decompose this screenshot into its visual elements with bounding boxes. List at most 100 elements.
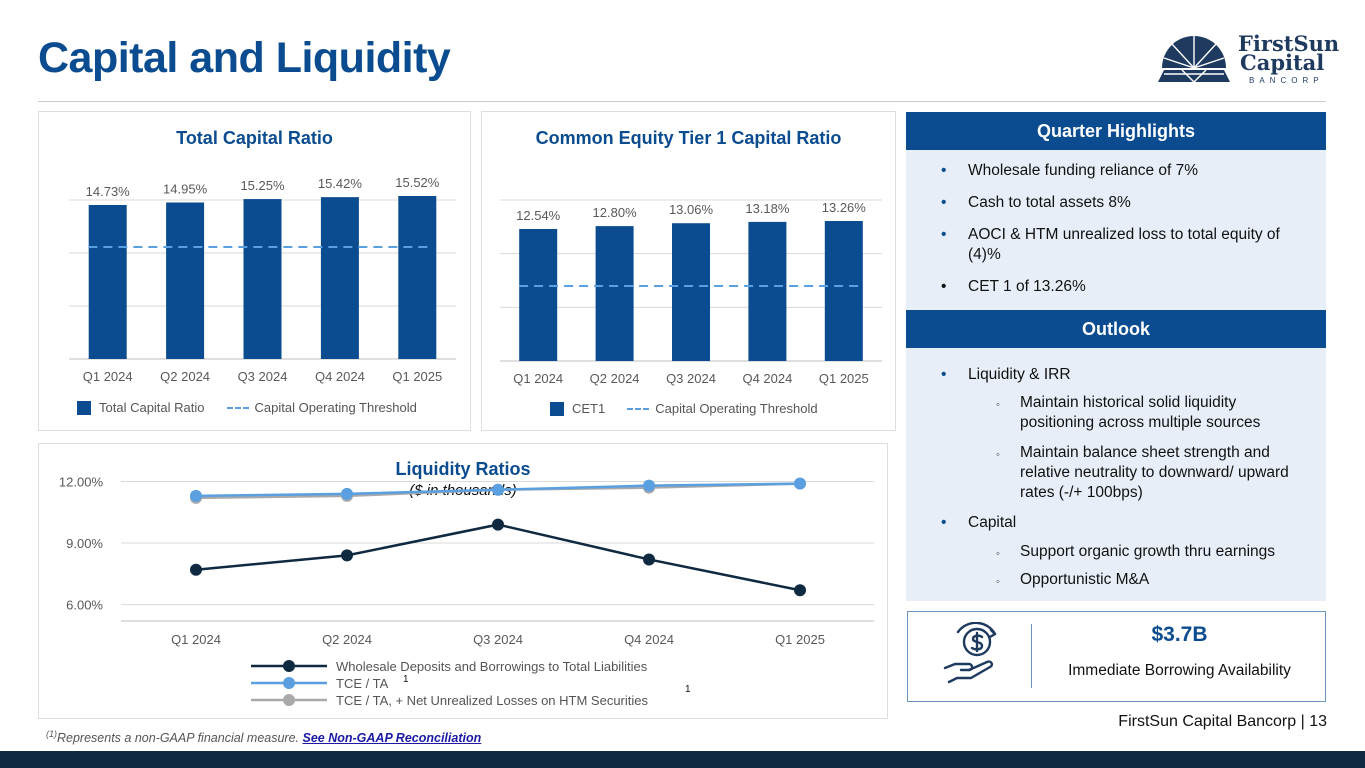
sub-bullet-icon: ◦ bbox=[996, 449, 1000, 461]
liquidity-panel: Liquidity Ratios ($ in thousands) 6.00% 9… bbox=[38, 443, 888, 719]
x-tick-label: Q2 2024 bbox=[160, 369, 210, 384]
x-tick-label: Q3 2024 bbox=[666, 371, 716, 386]
legend-swatch-threshold bbox=[627, 407, 650, 410]
x-tick-label: Q2 2024 bbox=[590, 371, 640, 386]
legend-marker bbox=[283, 660, 295, 672]
outlook-header: Outlook bbox=[906, 310, 1326, 348]
footnote-text: Represents a non-GAAP financial measure. bbox=[57, 731, 303, 746]
logo-text-line1: FirstSun bbox=[1238, 31, 1340, 56]
data-point bbox=[341, 549, 353, 562]
legend-label: Wholesale Deposits and Borrowings to Tot… bbox=[336, 659, 648, 674]
bullet-icon: • bbox=[941, 194, 947, 211]
x-tick-label: Q1 2025 bbox=[392, 369, 442, 384]
borrowing-divider bbox=[1031, 624, 1032, 688]
bar bbox=[824, 221, 863, 361]
data-label: 12.80% bbox=[593, 205, 638, 220]
legend-series-label: Total Capital Ratio bbox=[99, 400, 205, 415]
bar bbox=[320, 197, 359, 359]
sub-bullet-icon: ◦ bbox=[996, 548, 1000, 560]
total-capital-panel: Total Capital Ratio 14.73% Q1 2024 14.95% Q… bbox=[38, 111, 471, 431]
data-label: 15.42% bbox=[318, 176, 363, 191]
chart-title: Total Capital Ratio bbox=[176, 128, 333, 148]
y-tick-label: 6.00% bbox=[66, 598, 103, 613]
x-tick-label: Q1 2024 bbox=[171, 632, 221, 647]
bullet-icon: • bbox=[941, 162, 947, 179]
data-point bbox=[190, 563, 202, 576]
legend-marker bbox=[283, 694, 295, 706]
data-point bbox=[492, 483, 504, 496]
sunburst-logo-icon bbox=[1158, 36, 1230, 83]
sub-bullet-icon: ◦ bbox=[996, 399, 1000, 411]
bar bbox=[398, 196, 437, 359]
data-label: 14.73% bbox=[86, 184, 131, 199]
borrowing-value: $3.7B bbox=[1151, 623, 1208, 646]
bullet-icon: • bbox=[941, 514, 947, 531]
data-label: 13.18% bbox=[745, 201, 790, 216]
legend-swatch-bar bbox=[550, 401, 564, 416]
borrowing-label: Immediate Borrowing Availability bbox=[1068, 662, 1291, 679]
bar bbox=[243, 199, 282, 359]
title-divider bbox=[38, 101, 1326, 102]
logo-text-line2: Capital bbox=[1240, 50, 1325, 75]
bullet-icon: • bbox=[941, 226, 947, 243]
data-point bbox=[794, 584, 806, 597]
cet1-chart: 12.54% Q1 2024 12.80% Q2 2024 13.06% Q3 2024 1… bbox=[500, 199, 882, 386]
legend-swatch-bar bbox=[77, 400, 91, 415]
data-label: 15.25% bbox=[240, 178, 285, 193]
data-label: 12.54% bbox=[516, 208, 561, 223]
bar bbox=[595, 226, 634, 361]
non-gaap-link[interactable]: See Non-GAAP Reconciliation bbox=[302, 731, 482, 746]
y-tick-label: 12.00% bbox=[59, 475, 104, 490]
x-tick-label: Q4 2024 bbox=[315, 369, 365, 384]
series-line bbox=[195, 523, 801, 592]
logo-text-line3: BANCORP bbox=[1249, 76, 1324, 85]
footer-brand: FirstSun Capital Bancorp | 13 bbox=[1118, 713, 1327, 730]
data-point bbox=[492, 518, 504, 531]
bar bbox=[672, 223, 710, 361]
x-tick-label: Q3 2024 bbox=[238, 369, 288, 384]
legend-superscript: 1 bbox=[685, 684, 691, 695]
sub-bullet-icon: ◦ bbox=[996, 576, 1000, 588]
chart-title: Liquidity Ratios bbox=[395, 459, 531, 479]
data-point bbox=[643, 553, 655, 566]
x-tick-label: Q1 2025 bbox=[775, 632, 825, 647]
page-title: Capital and Liquidity bbox=[38, 34, 451, 82]
chart-legend: Total Capital Ratio Capital Operating Th… bbox=[77, 400, 417, 415]
x-tick-label: Q3 2024 bbox=[473, 632, 523, 647]
firstsun-logo: FirstSun Capital BANCORP bbox=[1152, 30, 1339, 92]
bar bbox=[519, 229, 558, 361]
data-point bbox=[341, 487, 353, 500]
legend-series-label: CET1 bbox=[572, 401, 606, 416]
liquidity-chart: 6.00% 9.00% 12.00% Q1 2024 Q2 2024 Q3 2024 Q4 … bbox=[59, 475, 874, 708]
legend-label: TCE / TA bbox=[336, 676, 389, 691]
x-tick-label: Q4 2024 bbox=[742, 371, 792, 386]
data-point bbox=[643, 479, 655, 492]
legend-label: TCE / TA, + Net Unrealized Losses on HTM… bbox=[336, 693, 648, 708]
bottom-bar bbox=[0, 751, 1365, 768]
data-label: 13.06% bbox=[669, 202, 714, 217]
cet1-panel: Common Equity Tier 1 Capital Ratio 12.54… bbox=[481, 111, 896, 431]
data-label: 13.26% bbox=[822, 200, 867, 215]
legend-threshold-label: Capital Operating Threshold bbox=[254, 400, 417, 415]
hand-money-icon bbox=[943, 622, 997, 684]
bullet-icon: • bbox=[941, 278, 947, 295]
legend-swatch-threshold bbox=[226, 406, 249, 409]
data-point bbox=[794, 477, 806, 490]
bar bbox=[166, 202, 205, 359]
bar bbox=[88, 205, 127, 359]
legend-marker bbox=[283, 677, 295, 689]
y-tick-label: 9.00% bbox=[66, 536, 103, 551]
x-tick-label: Q2 2024 bbox=[322, 632, 372, 647]
x-tick-label: Q1 2025 bbox=[819, 371, 869, 386]
highlights-header: Quarter Highlights bbox=[906, 112, 1326, 150]
legend-threshold-label: Capital Operating Threshold bbox=[655, 401, 818, 416]
x-tick-label: Q1 2024 bbox=[83, 369, 133, 384]
total-capital-chart: 14.73% Q1 2024 14.95% Q2 2024 15.25% Q3 2024 1… bbox=[69, 175, 456, 384]
x-tick-label: Q1 2024 bbox=[513, 371, 563, 386]
legend-superscript: 1 bbox=[403, 674, 409, 685]
outlook-body: • Liquidity & IRR ◦ Maintain historical … bbox=[906, 348, 1326, 601]
x-tick-label: Q4 2024 bbox=[624, 632, 674, 647]
data-label: 14.95% bbox=[163, 181, 208, 196]
chart-title: Common Equity Tier 1 Capital Ratio bbox=[535, 128, 842, 148]
footnote: (1)Represents a non-GAAP financial measu… bbox=[46, 729, 481, 745]
